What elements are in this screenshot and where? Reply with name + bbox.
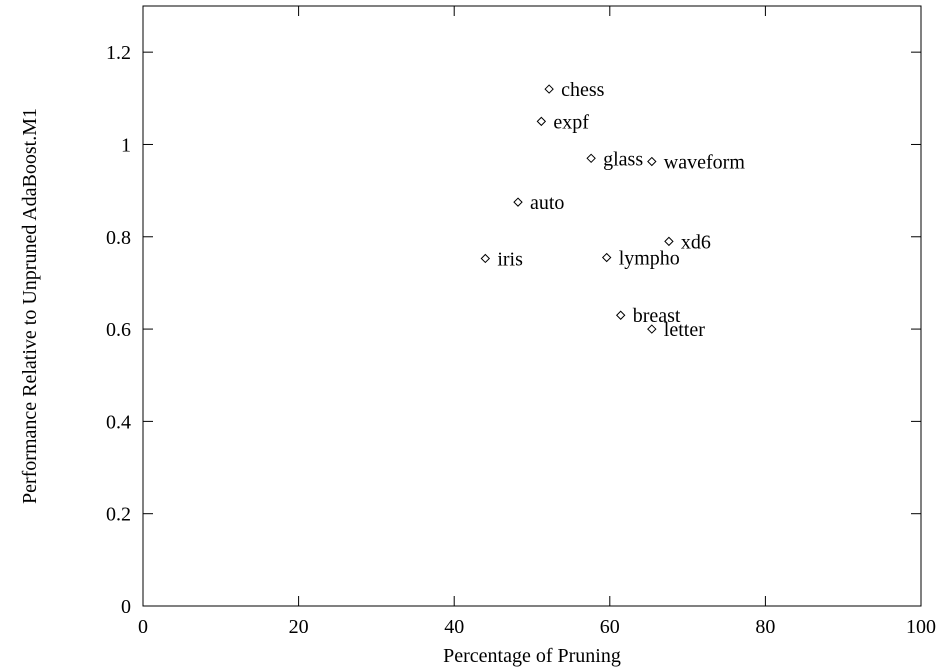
data-point-label: expf <box>553 111 589 133</box>
y-tick-label: 1.2 <box>106 42 131 64</box>
data-point-label: iris <box>497 248 523 270</box>
x-tick-label: 100 <box>906 616 936 638</box>
data-point-marker <box>617 311 625 319</box>
data-point-marker <box>665 237 673 245</box>
data-point-label: xd6 <box>681 231 711 253</box>
data-point-marker <box>514 198 522 206</box>
x-tick-label: 60 <box>600 616 620 638</box>
data-point-marker <box>648 158 656 166</box>
data-point-marker <box>481 254 489 262</box>
plot-frame <box>143 6 921 606</box>
data-point-label: glass <box>603 148 643 170</box>
data-point-marker <box>587 154 595 162</box>
data-point-marker <box>603 254 611 262</box>
y-axis-title: Performance Relative to Unpruned AdaBoos… <box>19 108 41 504</box>
data-point-label: lympho <box>619 248 680 270</box>
y-tick-label: 1 <box>121 134 131 156</box>
x-axis-title: Percentage of Pruning <box>443 645 621 667</box>
data-point-label: chess <box>561 79 605 101</box>
x-tick-label: 80 <box>755 616 775 638</box>
y-tick-label: 0 <box>121 596 131 618</box>
x-tick-label: 0 <box>138 616 148 638</box>
x-tick-label: 40 <box>444 616 464 638</box>
x-axis: 0 20 40 60 80 100 <box>138 6 936 638</box>
data-point-marker <box>537 117 545 125</box>
y-tick-label: 0.8 <box>106 227 131 249</box>
data-point-label: auto <box>530 192 564 214</box>
y-tick-label: 0.4 <box>106 411 131 433</box>
data-point-marker <box>545 85 553 93</box>
x-tick-label: 20 <box>289 616 309 638</box>
y-tick-label: 0.6 <box>106 319 131 341</box>
data-point-label: letter <box>664 319 705 341</box>
y-axis: 0 0.2 0.4 0.6 0.8 1 1.2 <box>106 42 921 618</box>
y-tick-label: 0.2 <box>106 504 131 526</box>
data-point-label: waveform <box>664 152 746 174</box>
